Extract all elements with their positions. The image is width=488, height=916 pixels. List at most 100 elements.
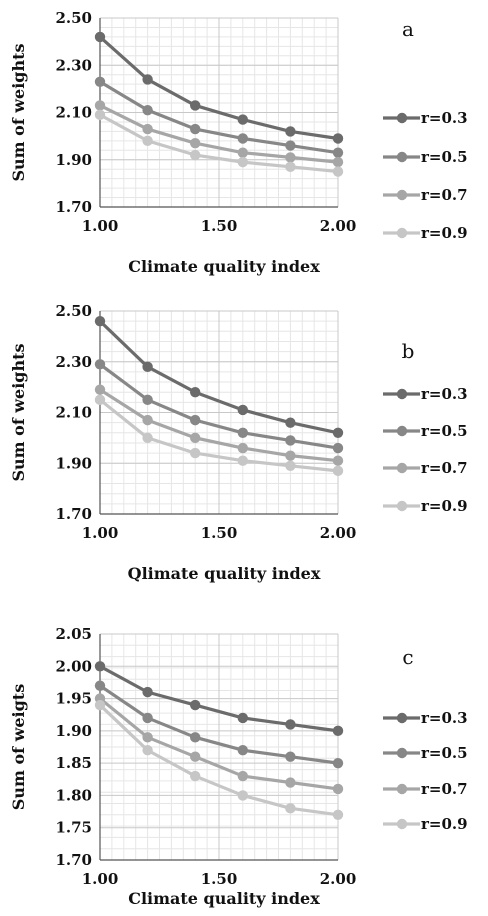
series-line [98, 697, 339, 791]
series-line [99, 80, 339, 155]
data-point [332, 725, 344, 737]
data-point [94, 661, 106, 672]
y-tick-label: 2.10 [55, 404, 92, 422]
series-line [99, 664, 339, 733]
series-r=0.3 [94, 315, 344, 438]
y-tick-label: 1.75 [55, 819, 92, 837]
data-point [94, 384, 106, 395]
data-point [332, 427, 344, 438]
data-point [285, 460, 296, 471]
data-point [142, 732, 153, 743]
data-point [190, 123, 201, 135]
y-tick-label: 2.05 [55, 625, 92, 643]
legend-marker [396, 462, 408, 474]
data-point [285, 435, 296, 446]
data-point [285, 126, 296, 137]
legend-label: r=0.9 [421, 815, 468, 833]
legend-marker [396, 425, 408, 437]
legend-marker [396, 500, 408, 512]
y-tick-label: 1.80 [55, 786, 92, 804]
legend-label: r=0.3 [421, 385, 468, 403]
legend: r=0.3 r=0.5 r=0.7 r=0.9 [383, 109, 468, 242]
chart-c-svg: 1.70 1.75 1.80 1.85 1.90 1.95 2.00 2.05 1.00 1.50… [9, 625, 468, 908]
data-point [142, 394, 153, 406]
y-tick-label: 2.30 [55, 56, 92, 74]
data-point [285, 161, 296, 173]
legend-marker [396, 712, 408, 724]
panel-letter: b [402, 339, 415, 363]
data-point [94, 699, 106, 711]
data-point [190, 387, 201, 398]
x-tick-label: 1.50 [201, 217, 238, 235]
data-point [285, 152, 296, 163]
data-point [142, 74, 153, 85]
data-point [142, 414, 153, 426]
y-tick-label: 2.50 [55, 302, 92, 320]
legend-label: r=0.3 [421, 109, 468, 127]
legend-marker [396, 227, 408, 239]
legend-marker [396, 747, 408, 759]
data-point [332, 133, 344, 144]
data-point [94, 31, 106, 43]
x-tick-label: 1.50 [201, 524, 238, 542]
data-point [332, 166, 344, 177]
data-point [142, 123, 153, 135]
legend-marker [396, 388, 408, 400]
data-point [142, 104, 153, 116]
legend-label: r=0.5 [421, 422, 468, 440]
data-point [94, 76, 106, 87]
data-point [142, 135, 153, 147]
y-tick-label: 1.70 [55, 198, 92, 216]
x-tick-label: 2.00 [320, 217, 357, 235]
data-point [237, 133, 248, 144]
legend: r=0.3 r=0.5 r=0.7 r=0.9 [383, 385, 468, 515]
x-tick-label: 1.00 [82, 870, 119, 888]
data-point [285, 751, 296, 762]
chart-panel-c: 1.70 1.75 1.80 1.85 1.90 1.95 2.00 2.05 1.00 1.50… [0, 610, 488, 916]
data-point [237, 404, 248, 416]
panel-letter: a [402, 17, 414, 41]
data-point [190, 732, 201, 743]
data-point [190, 138, 201, 149]
data-point [237, 427, 248, 438]
data-point [190, 100, 201, 111]
data-point [142, 745, 153, 756]
data-point [332, 147, 344, 158]
data-point [285, 777, 296, 788]
data-point [142, 361, 153, 373]
legend-marker [396, 112, 408, 124]
data-point [332, 442, 344, 454]
data-point [237, 455, 248, 466]
panel-letter: c [402, 645, 413, 669]
x-tick-label: 1.50 [201, 870, 238, 888]
series-r=0.5 [94, 359, 344, 454]
legend-marker [396, 189, 408, 201]
series-r=0.5 [94, 76, 344, 158]
y-tick-label: 2.00 [55, 657, 92, 675]
series-r=0.9 [94, 109, 344, 177]
series-r=0.9 [94, 699, 344, 820]
y-tick-label: 2.50 [55, 9, 92, 27]
x-axis-title: Climate quality index [128, 889, 320, 908]
y-axis-title: Sum of weigts [9, 684, 28, 810]
data-point [285, 450, 296, 461]
data-point [237, 790, 248, 801]
data-point [190, 149, 201, 161]
series-line [99, 103, 339, 164]
data-point [237, 712, 248, 724]
chart-panel-a: 1.70 1.90 2.10 2.30 2.50 1.00 1.50 2.00 Climate … [0, 0, 488, 300]
data-point [190, 414, 201, 426]
data-point [94, 315, 106, 327]
y-tick-label: 2.30 [55, 353, 92, 371]
series-line [99, 398, 339, 473]
series-r=0.5 [94, 680, 344, 769]
data-point [142, 432, 153, 444]
legend-label: r=0.9 [421, 497, 468, 515]
legend-label: r=0.5 [421, 148, 468, 166]
data-point [190, 751, 201, 762]
data-point [190, 699, 201, 711]
data-point [190, 432, 201, 444]
data-point [237, 745, 248, 756]
chart-a-svg: 1.70 1.90 2.10 2.30 2.50 1.00 1.50 2.00 Climate … [9, 9, 468, 276]
data-point [237, 156, 248, 168]
